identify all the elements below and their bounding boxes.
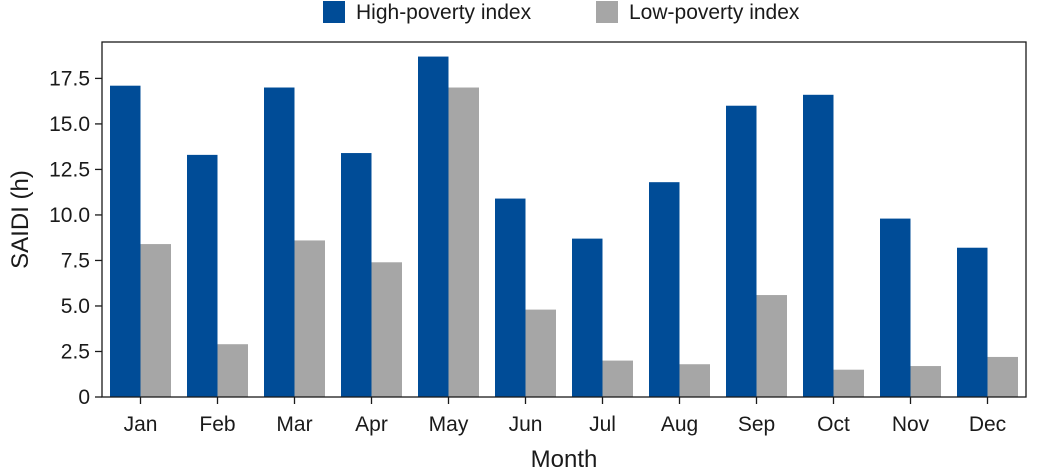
bar-apr-high-poverty <box>341 153 372 397</box>
y-axis-label: SAIDI (h) <box>7 170 34 269</box>
x-axis-label: Month <box>531 446 598 473</box>
bar-sep-low-poverty <box>756 295 787 397</box>
bar-jul-low-poverty <box>602 360 633 397</box>
x-tick-label-dec: Dec <box>969 413 1006 436</box>
x-tick-label-aug: Aug <box>661 413 698 436</box>
bar-nov-high-poverty <box>880 218 911 397</box>
bar-oct-low-poverty <box>833 369 864 397</box>
bar-jun-high-poverty <box>495 198 526 397</box>
y-tick-label: 5.0 <box>61 295 90 318</box>
bar-sep-high-poverty <box>726 105 757 397</box>
x-tick-label-feb: Feb <box>199 413 235 436</box>
y-tick-label: 12.5 <box>49 158 90 181</box>
plot-frame <box>101 41 1027 398</box>
bar-feb-high-poverty <box>187 154 218 397</box>
x-tick-label-jun: Jun <box>509 413 543 436</box>
bar-may-low-poverty <box>448 87 479 397</box>
x-tick-label-nov: Nov <box>892 413 930 436</box>
bar-dec-low-poverty <box>987 356 1018 397</box>
bar-may-high-poverty <box>418 56 449 398</box>
y-tick-label: 10.0 <box>49 204 90 227</box>
x-tick-label-jan: Jan <box>124 413 158 436</box>
legend-label-high-poverty: High-poverty index <box>356 1 532 24</box>
y-tick-label: 0 <box>78 386 90 409</box>
bar-mar-low-poverty <box>294 240 325 397</box>
legend: High-poverty index Low-poverty index <box>323 1 800 24</box>
bar-feb-low-poverty <box>217 344 248 397</box>
legend-label-low-poverty: Low-poverty index <box>629 1 800 24</box>
x-tick-label-oct: Oct <box>817 413 850 436</box>
y-axis: 0 2.5 5.0 7.5 10.0 12.5 15.0 17.5 <box>49 67 102 409</box>
x-tick-label-jul: Jul <box>589 413 616 436</box>
y-tick-label: 2.5 <box>61 340 90 363</box>
x-tick-label-sep: Sep <box>738 413 775 436</box>
x-tick-label-apr: Apr <box>355 413 388 436</box>
bar-jun-low-poverty <box>525 309 556 397</box>
x-tick-label-may: May <box>429 413 469 436</box>
y-tick-label: 17.5 <box>49 67 90 90</box>
bar-jan-high-poverty <box>110 85 141 397</box>
bar-apr-low-poverty <box>371 262 402 397</box>
legend-swatch-high-poverty <box>323 1 345 23</box>
bar-jan-low-poverty <box>140 244 171 397</box>
y-tick-label: 7.5 <box>61 249 90 272</box>
bars-group <box>110 56 1018 398</box>
bar-aug-low-poverty <box>679 364 710 397</box>
bar-aug-high-poverty <box>649 182 680 397</box>
bar-mar-high-poverty <box>264 87 295 397</box>
bar-jul-high-poverty <box>572 238 603 397</box>
x-axis: Jan Feb Mar Apr May Jun Jul Aug Sep Oct Nov Dec <box>124 397 1006 436</box>
bar-nov-low-poverty <box>910 366 941 397</box>
y-tick-label: 15.0 <box>49 113 90 136</box>
legend-swatch-low-poverty <box>596 1 618 23</box>
x-tick-label-mar: Mar <box>276 413 312 436</box>
bar-dec-high-poverty <box>957 247 988 397</box>
bar-oct-high-poverty <box>803 94 834 398</box>
